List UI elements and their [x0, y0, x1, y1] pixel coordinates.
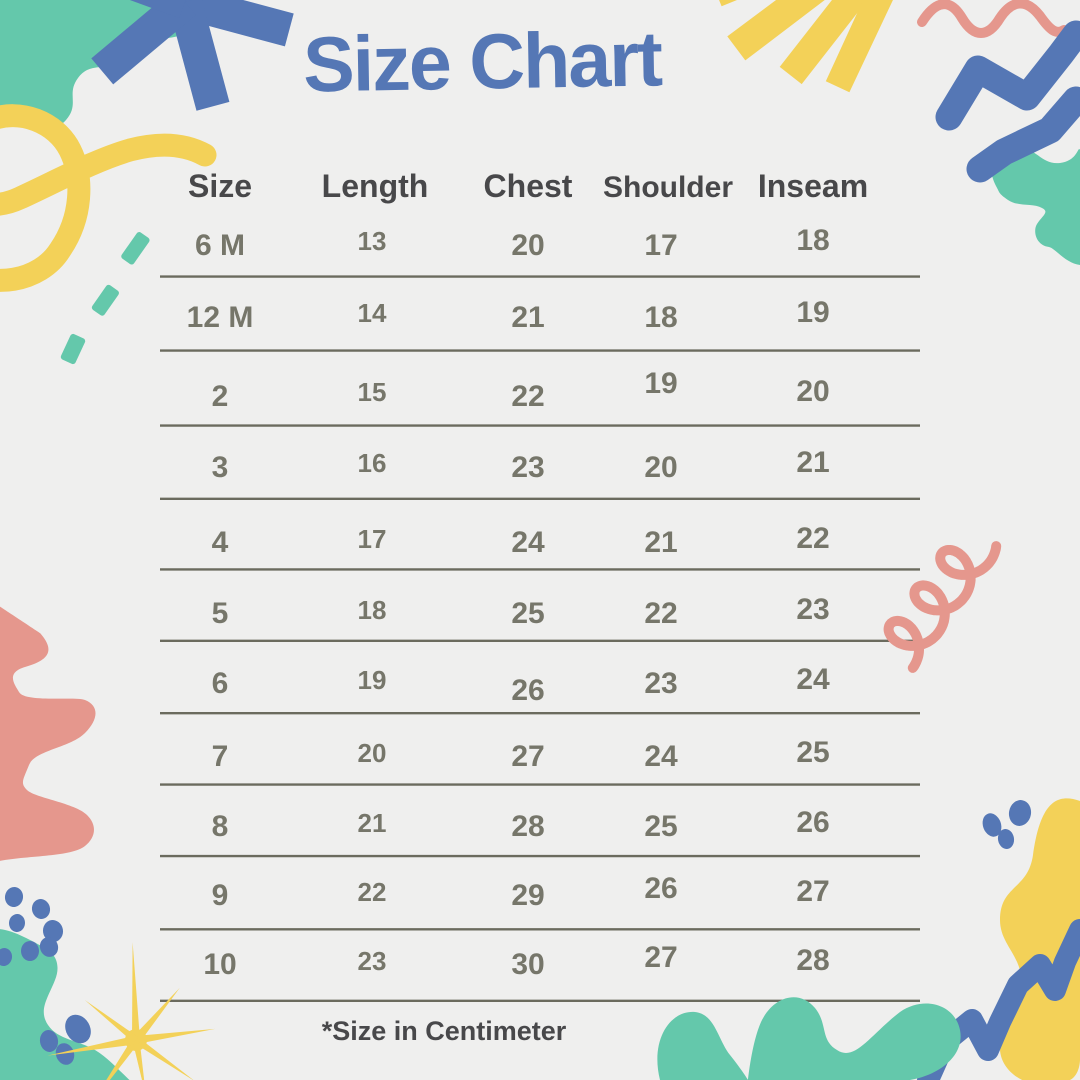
svg-text:6: 6 — [212, 667, 229, 700]
svg-text:20: 20 — [511, 229, 544, 262]
svg-text:25: 25 — [511, 597, 544, 630]
svg-text:3: 3 — [212, 451, 229, 484]
svg-text:2: 2 — [212, 380, 229, 413]
svg-text:16: 16 — [358, 448, 387, 478]
svg-text:17: 17 — [644, 229, 677, 262]
svg-text:8: 8 — [212, 810, 229, 843]
svg-text:Length: Length — [322, 168, 429, 204]
svg-text:23: 23 — [796, 593, 829, 626]
svg-text:14: 14 — [358, 298, 387, 328]
svg-text:26: 26 — [796, 806, 829, 839]
svg-text:24: 24 — [796, 663, 830, 696]
svg-text:Shoulder: Shoulder — [603, 171, 733, 204]
svg-text:18: 18 — [358, 595, 387, 625]
svg-text:24: 24 — [511, 526, 545, 559]
svg-text:21: 21 — [511, 301, 544, 334]
svg-text:21: 21 — [644, 526, 677, 559]
svg-text:19: 19 — [796, 296, 829, 329]
svg-text:23: 23 — [358, 946, 387, 976]
svg-text:28: 28 — [511, 810, 544, 843]
svg-text:26: 26 — [644, 872, 677, 905]
svg-text:12 M: 12 M — [187, 301, 254, 334]
svg-text:13: 13 — [358, 226, 387, 256]
svg-text:30: 30 — [511, 948, 544, 981]
svg-text:21: 21 — [796, 446, 829, 479]
svg-text:6 M: 6 M — [195, 229, 245, 262]
svg-text:23: 23 — [644, 667, 677, 700]
svg-text:23: 23 — [511, 451, 544, 484]
svg-text:27: 27 — [511, 740, 544, 773]
svg-text:5: 5 — [212, 597, 229, 630]
svg-text:19: 19 — [358, 665, 387, 695]
svg-text:22: 22 — [644, 597, 677, 630]
svg-text:Chest: Chest — [484, 168, 573, 204]
svg-text:24: 24 — [644, 740, 678, 773]
svg-text:*Size in Centimeter: *Size in Centimeter — [322, 1016, 567, 1046]
svg-text:17: 17 — [358, 524, 387, 554]
svg-text:27: 27 — [796, 875, 829, 908]
svg-text:Size Chart: Size Chart — [302, 16, 662, 109]
svg-text:18: 18 — [644, 301, 677, 334]
svg-text:25: 25 — [644, 810, 677, 843]
svg-text:25: 25 — [796, 736, 829, 769]
svg-text:10: 10 — [203, 948, 236, 981]
svg-text:9: 9 — [212, 879, 229, 912]
svg-text:4: 4 — [212, 526, 229, 559]
svg-text:Size: Size — [188, 168, 252, 204]
svg-text:27: 27 — [644, 941, 677, 974]
svg-text:22: 22 — [796, 522, 829, 555]
svg-text:28: 28 — [796, 944, 829, 977]
svg-text:22: 22 — [358, 877, 387, 907]
svg-text:21: 21 — [358, 808, 387, 838]
svg-text:29: 29 — [511, 879, 544, 912]
svg-text:20: 20 — [358, 738, 387, 768]
svg-text:18: 18 — [796, 224, 829, 257]
svg-text:22: 22 — [511, 380, 544, 413]
svg-text:15: 15 — [358, 377, 387, 407]
svg-text:7: 7 — [212, 740, 229, 773]
svg-text:26: 26 — [511, 674, 544, 707]
svg-text:19: 19 — [644, 367, 677, 400]
svg-text:Inseam: Inseam — [758, 168, 868, 204]
svg-text:20: 20 — [796, 375, 829, 408]
svg-text:20: 20 — [644, 451, 677, 484]
